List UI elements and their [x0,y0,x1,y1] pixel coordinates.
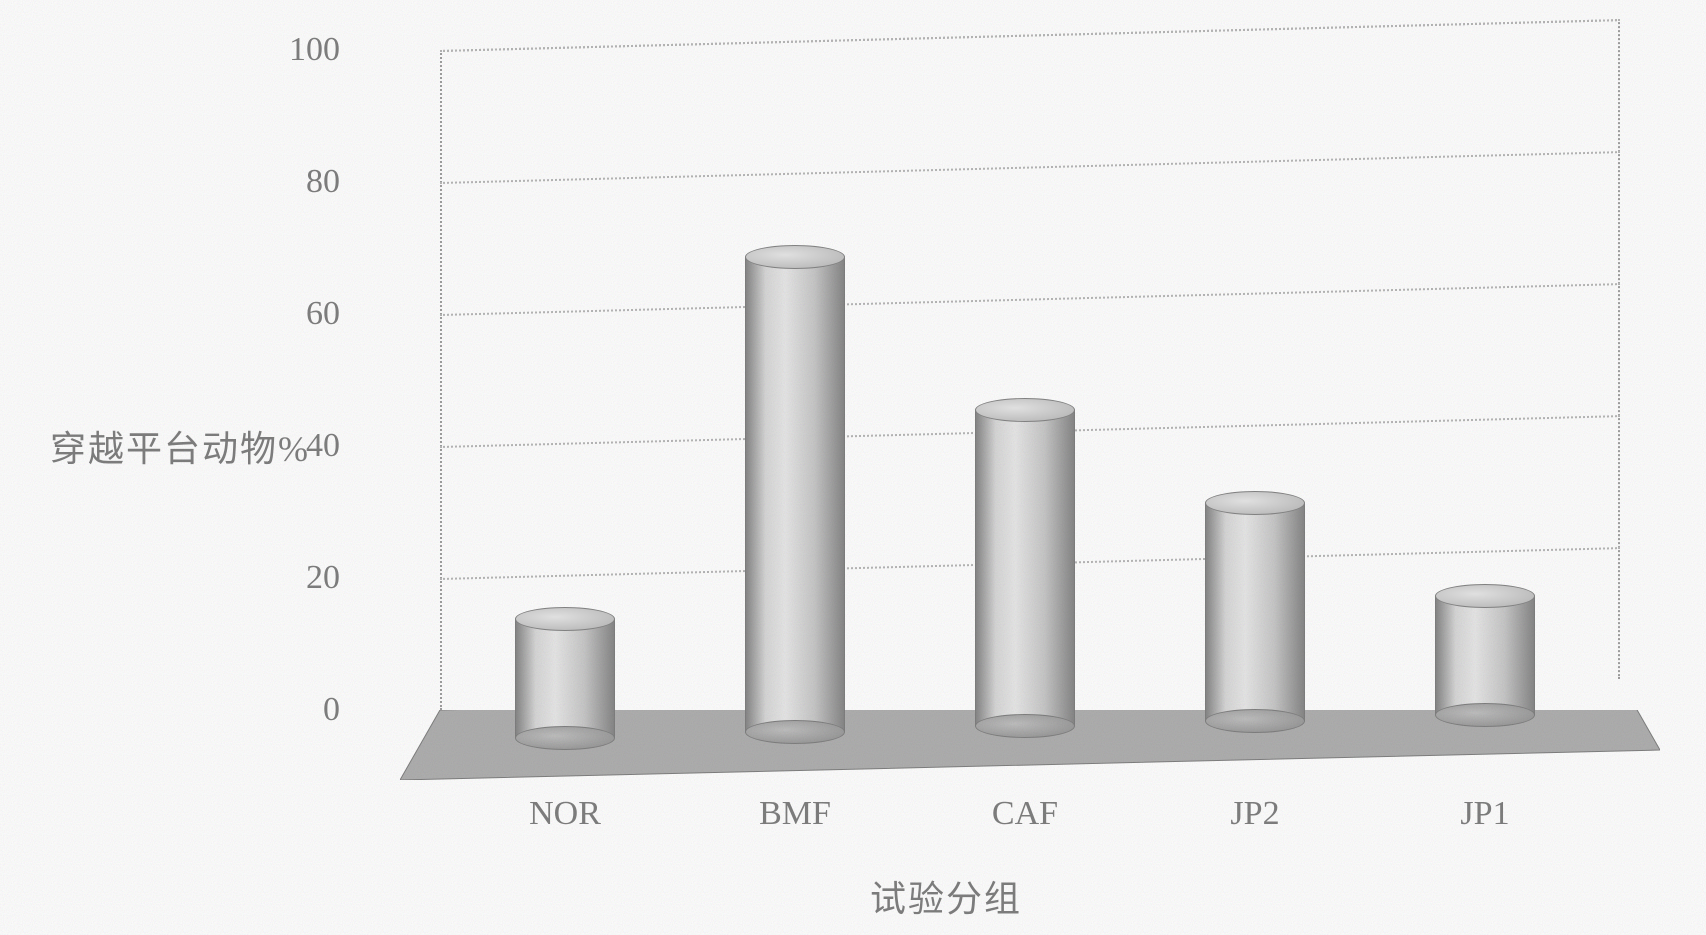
cylinder-top-ellipse [1435,584,1535,608]
bar-cylinder [975,398,1075,739]
y-tick-label: 100 [289,31,340,69]
cylinder-top-ellipse [745,245,845,269]
y-tick-label: 0 [323,691,340,729]
y-tick-label: 20 [306,559,340,597]
cylinder-body [1205,503,1305,721]
cylinder-top-ellipse [1205,491,1305,515]
cylinder-bottom-ellipse [975,714,1075,738]
bar-cylinder [1205,491,1305,733]
cylinder-bottom-ellipse [1205,709,1305,733]
cylinder-body [1435,596,1535,715]
x-tick-label: CAF [992,795,1058,833]
cylinder-body [515,619,615,738]
bar-cylinder [1435,584,1535,727]
cylinder-bottom-ellipse [1435,703,1535,727]
cylinder-bottom-ellipse [745,720,845,744]
bar-cylinder [745,245,845,744]
x-axis-title: 试验分组 [870,870,1022,922]
bar-cylinder [515,607,615,750]
cylinder-top-ellipse [975,398,1075,422]
y-tick-label: 80 [306,163,340,201]
x-tick-label: JP2 [1230,795,1279,833]
y-tick-label: 40 [306,427,340,465]
cylinder-body [975,410,1075,727]
x-tick-label: JP1 [1460,795,1509,833]
y-tick-label: 60 [306,295,340,333]
x-tick-label: NOR [529,795,601,833]
plot-area: 020406080100 NORBMFCAFJP2JP1 [400,50,1660,780]
bar-chart-3d: 穿越平台动物% 试验分组 020406080100 NORBMFCAFJP2JP… [0,0,1706,935]
cylinder-body [745,257,845,732]
y-axis-title: 穿越平台动物% [50,420,310,472]
x-tick-label: BMF [759,795,831,833]
cylinder-bottom-ellipse [515,726,615,750]
